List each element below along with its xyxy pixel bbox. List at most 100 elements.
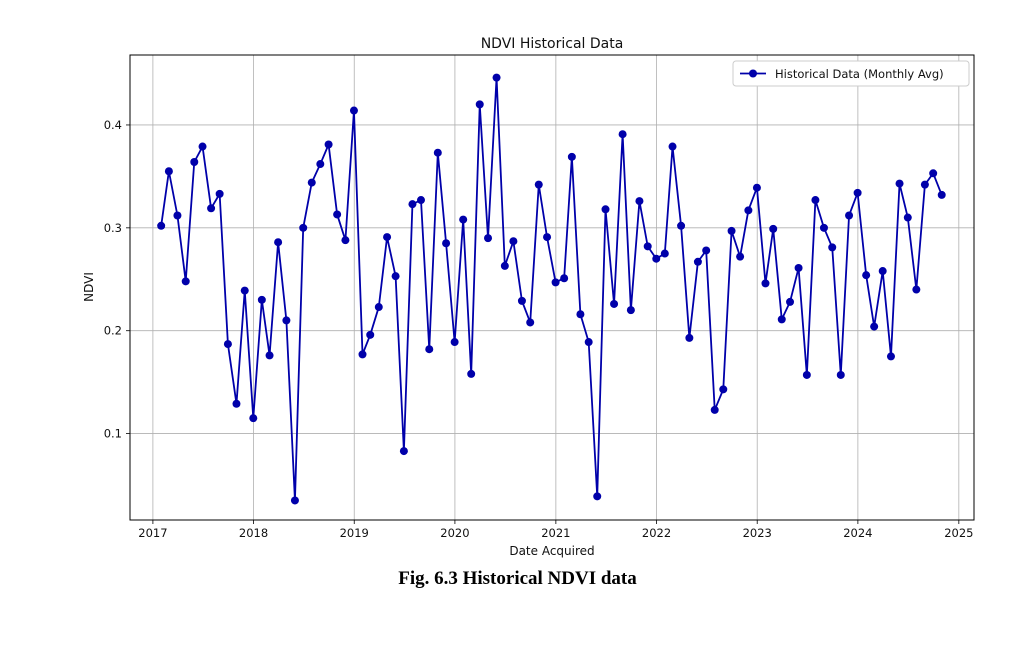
data-point <box>164 167 173 176</box>
data-point <box>937 190 946 199</box>
data-point <box>560 274 569 283</box>
data-point <box>509 237 518 246</box>
data-point <box>467 369 476 378</box>
data-point <box>240 286 249 295</box>
data-point <box>459 215 468 224</box>
data-point <box>752 183 761 192</box>
data-point <box>442 239 451 248</box>
data-point <box>601 205 610 214</box>
data-point <box>399 447 408 456</box>
data-point <box>811 196 820 205</box>
data-point <box>828 243 837 252</box>
data-point <box>484 234 493 243</box>
data-point <box>526 318 535 327</box>
data-point <box>299 223 308 232</box>
data-point <box>836 370 845 379</box>
data-point <box>744 206 753 215</box>
data-point <box>492 73 501 82</box>
x-tick-label: 2017 <box>138 526 167 540</box>
data-point <box>274 238 283 247</box>
data-point <box>198 142 207 151</box>
data-point <box>819 223 828 232</box>
data-point <box>668 142 677 151</box>
legend-box <box>732 60 970 87</box>
data-point <box>265 351 274 360</box>
data-point <box>786 297 795 306</box>
series-line-historical-data <box>160 76 943 502</box>
y-axis-label: NDVI <box>82 272 96 302</box>
data-point <box>677 221 686 230</box>
data-point <box>635 197 644 206</box>
x-tick-label: 2018 <box>239 526 268 540</box>
data-point <box>551 278 560 287</box>
x-tick-label: 2020 <box>440 526 469 540</box>
x-tick-label: 2023 <box>743 526 772 540</box>
data-point <box>358 350 367 359</box>
data-point <box>584 338 593 347</box>
data-point <box>777 315 786 324</box>
axis-ticks: 2017 2018 2019 2020 2021 2022 2023 2024 2025 0.1 0… <box>104 118 974 540</box>
data-point <box>215 189 224 198</box>
data-point <box>929 169 938 178</box>
data-point <box>845 211 854 220</box>
data-point <box>173 211 182 220</box>
data-point <box>223 340 232 349</box>
chart-title: NDVI Historical Data <box>481 36 624 52</box>
data-point <box>643 242 652 251</box>
data-point <box>366 330 375 339</box>
data-point <box>618 130 627 139</box>
data-point <box>157 221 166 230</box>
data-point <box>249 414 258 423</box>
x-axis-label: Date Acquired <box>509 544 594 558</box>
data-point <box>593 492 602 501</box>
data-point <box>181 277 190 286</box>
data-point <box>652 254 661 263</box>
data-point <box>307 178 316 187</box>
data-point <box>903 213 912 222</box>
data-point <box>341 236 350 245</box>
data-point <box>500 261 509 270</box>
legend-marker-swatch <box>749 69 757 78</box>
data-point <box>190 157 199 166</box>
data-point <box>391 272 400 281</box>
data-point <box>702 246 711 255</box>
data-point <box>383 233 392 242</box>
data-point <box>475 100 484 109</box>
data-point <box>576 310 585 319</box>
series-line-layer <box>160 76 943 502</box>
data-point <box>802 370 811 379</box>
data-point <box>878 267 887 276</box>
data-point <box>719 385 728 394</box>
data-point <box>693 257 702 266</box>
data-point <box>290 496 299 505</box>
figure-caption: Fig. 6.3 Historical NDVI data <box>398 568 637 589</box>
data-point <box>232 399 241 408</box>
x-tick-label: 2025 <box>944 526 973 540</box>
data-point <box>626 306 635 315</box>
data-point <box>727 226 736 235</box>
y-tick-label: 0.4 <box>104 118 122 132</box>
data-point <box>349 106 358 115</box>
data-point <box>450 338 459 347</box>
data-point <box>736 252 745 261</box>
x-tick-label: 2019 <box>340 526 369 540</box>
series-points-layer <box>157 73 946 505</box>
data-point <box>920 180 929 189</box>
data-point <box>324 140 333 149</box>
chart-legend: Historical Data (Monthly Avg) <box>732 60 970 87</box>
data-point <box>895 179 904 188</box>
y-tick-label: 0.2 <box>104 324 122 338</box>
data-point <box>610 299 619 308</box>
data-point <box>794 263 803 272</box>
data-point <box>207 204 216 213</box>
data-point <box>282 316 291 325</box>
data-point <box>316 160 325 169</box>
data-point <box>408 200 417 209</box>
data-point <box>710 405 719 414</box>
data-point <box>433 148 442 157</box>
data-point <box>517 296 526 305</box>
data-point <box>333 210 342 219</box>
x-tick-label: 2021 <box>541 526 570 540</box>
data-point <box>912 285 921 294</box>
